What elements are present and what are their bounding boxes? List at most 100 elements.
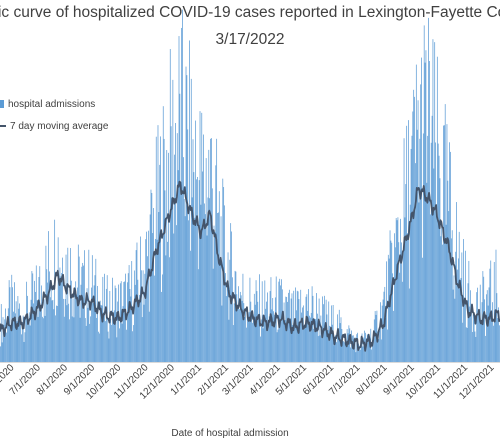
admission-bar xyxy=(471,331,473,362)
admission-bar xyxy=(431,115,433,362)
admission-bar xyxy=(478,312,480,362)
admission-bar xyxy=(257,301,259,362)
admission-bar xyxy=(407,233,408,362)
admission-bar xyxy=(127,273,129,362)
admission-bar xyxy=(304,323,306,362)
admission-bar xyxy=(191,197,193,362)
admission-bar xyxy=(491,310,492,362)
admission-bar xyxy=(250,301,252,362)
admission-bar xyxy=(68,303,70,362)
admission-bar xyxy=(232,277,233,362)
admission-bar xyxy=(421,57,422,363)
admission-bar xyxy=(405,184,407,362)
admission-bar xyxy=(70,248,71,362)
admission-bar xyxy=(243,303,245,362)
admission-bar xyxy=(248,312,250,362)
admission-bar xyxy=(396,220,398,362)
admission-bar xyxy=(420,84,422,362)
admission-bar xyxy=(440,236,442,362)
admission-bar xyxy=(19,303,20,362)
admission-bar xyxy=(212,268,214,362)
admission-bar xyxy=(25,316,27,362)
admission-bar xyxy=(494,316,496,362)
admission-bar xyxy=(353,339,355,362)
admission-bar xyxy=(62,257,63,362)
admission-bar xyxy=(452,289,454,362)
admission-bar xyxy=(401,242,402,362)
admission-bar xyxy=(51,300,53,362)
admission-bar xyxy=(98,331,99,362)
admission-bar xyxy=(397,217,399,362)
admission-bar xyxy=(471,310,472,362)
admission-bar xyxy=(267,323,269,362)
admission-bar xyxy=(415,64,417,363)
admission-bar xyxy=(275,276,277,362)
admission-bar xyxy=(393,310,394,362)
admission-bar xyxy=(356,334,358,362)
admission-bar xyxy=(408,120,409,363)
admission-bar xyxy=(256,291,258,362)
admission-bar xyxy=(354,337,356,362)
admission-bar xyxy=(140,270,142,362)
admission-bar xyxy=(430,142,432,362)
admission-bar xyxy=(142,270,144,362)
admission-bar xyxy=(197,176,198,362)
admission-bar xyxy=(208,149,210,362)
admission-bar xyxy=(442,244,443,362)
admission-bar xyxy=(94,275,96,362)
admission-bar xyxy=(159,164,161,362)
admission-bar xyxy=(235,271,237,362)
admission-bar xyxy=(34,280,35,362)
admission-bar xyxy=(50,286,52,362)
admission-bar xyxy=(484,299,485,362)
admission-bar xyxy=(213,225,215,362)
admission-bar xyxy=(497,317,499,362)
admission-bar xyxy=(148,311,150,362)
admission-bar xyxy=(169,257,170,362)
admission-bar xyxy=(169,49,171,362)
admission-bar xyxy=(429,61,430,363)
admission-bar xyxy=(326,314,328,362)
admission-bar xyxy=(238,286,239,362)
admission-bar xyxy=(228,319,230,362)
admission-bar xyxy=(90,316,91,362)
admission-bar xyxy=(182,9,183,362)
admission-bar xyxy=(176,133,178,362)
admission-bar xyxy=(355,352,357,362)
admission-bar xyxy=(366,338,367,362)
admission-bar xyxy=(78,256,80,362)
admission-bar xyxy=(287,301,288,362)
admission-bar xyxy=(84,318,86,362)
admission-bar xyxy=(37,316,39,362)
admission-bar xyxy=(22,315,24,362)
admission-bar xyxy=(147,230,149,362)
admission-bar xyxy=(103,312,105,362)
admission-bar xyxy=(74,290,76,362)
admission-bar xyxy=(444,104,446,362)
admission-bar xyxy=(218,191,220,362)
admission-bar xyxy=(349,328,351,362)
admission-bar xyxy=(387,329,388,362)
admission-bar xyxy=(2,317,4,362)
admission-bar xyxy=(361,333,363,362)
admission-bar xyxy=(201,112,203,362)
admission-bar xyxy=(39,266,41,362)
admission-bar xyxy=(344,342,345,362)
admission-bar xyxy=(434,42,436,362)
admission-bar xyxy=(178,36,180,363)
admission-bar xyxy=(111,324,112,362)
admission-bar xyxy=(100,305,102,362)
admission-bar xyxy=(368,340,370,362)
admission-bar xyxy=(193,172,195,362)
admission-bar xyxy=(156,239,158,362)
admission-bar xyxy=(453,275,455,362)
admission-bar xyxy=(240,295,242,362)
admission-bar xyxy=(72,298,74,362)
admission-bar xyxy=(86,288,88,362)
admission-bar xyxy=(247,317,249,362)
admission-bar xyxy=(54,219,56,362)
admission-bar xyxy=(274,297,276,362)
admission-bar xyxy=(58,284,60,362)
admission-bar xyxy=(209,198,211,362)
admission-bar xyxy=(162,274,163,362)
